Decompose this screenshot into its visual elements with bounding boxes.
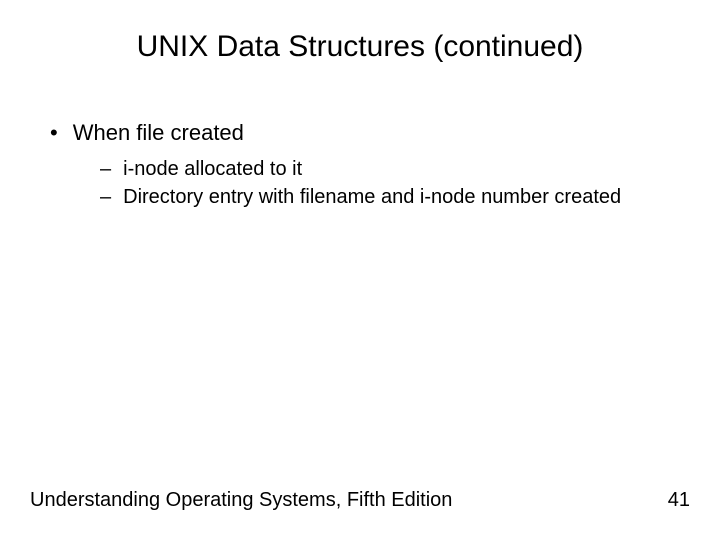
bullet-text: i-node allocated to it: [123, 156, 690, 182]
bullet-item-level1: • When file created: [50, 120, 690, 146]
footer-page-number: 41: [668, 489, 690, 512]
bullet-marker: –: [100, 184, 111, 210]
slide-title: UNIX Data Structures (continued): [0, 30, 720, 64]
bullet-text: Directory entry with filename and i-node…: [123, 184, 690, 210]
content-area: • When file created – i-node allocated t…: [30, 120, 690, 212]
bullet-marker: •: [50, 120, 58, 146]
bullet-marker: –: [100, 156, 111, 182]
bullet-item-level2: – i-node allocated to it: [100, 156, 690, 182]
bullet-item-level2: – Directory entry with filename and i-no…: [100, 184, 690, 210]
bullet-text: When file created: [73, 120, 690, 146]
footer-book-title: Understanding Operating Systems, Fifth E…: [30, 489, 452, 512]
